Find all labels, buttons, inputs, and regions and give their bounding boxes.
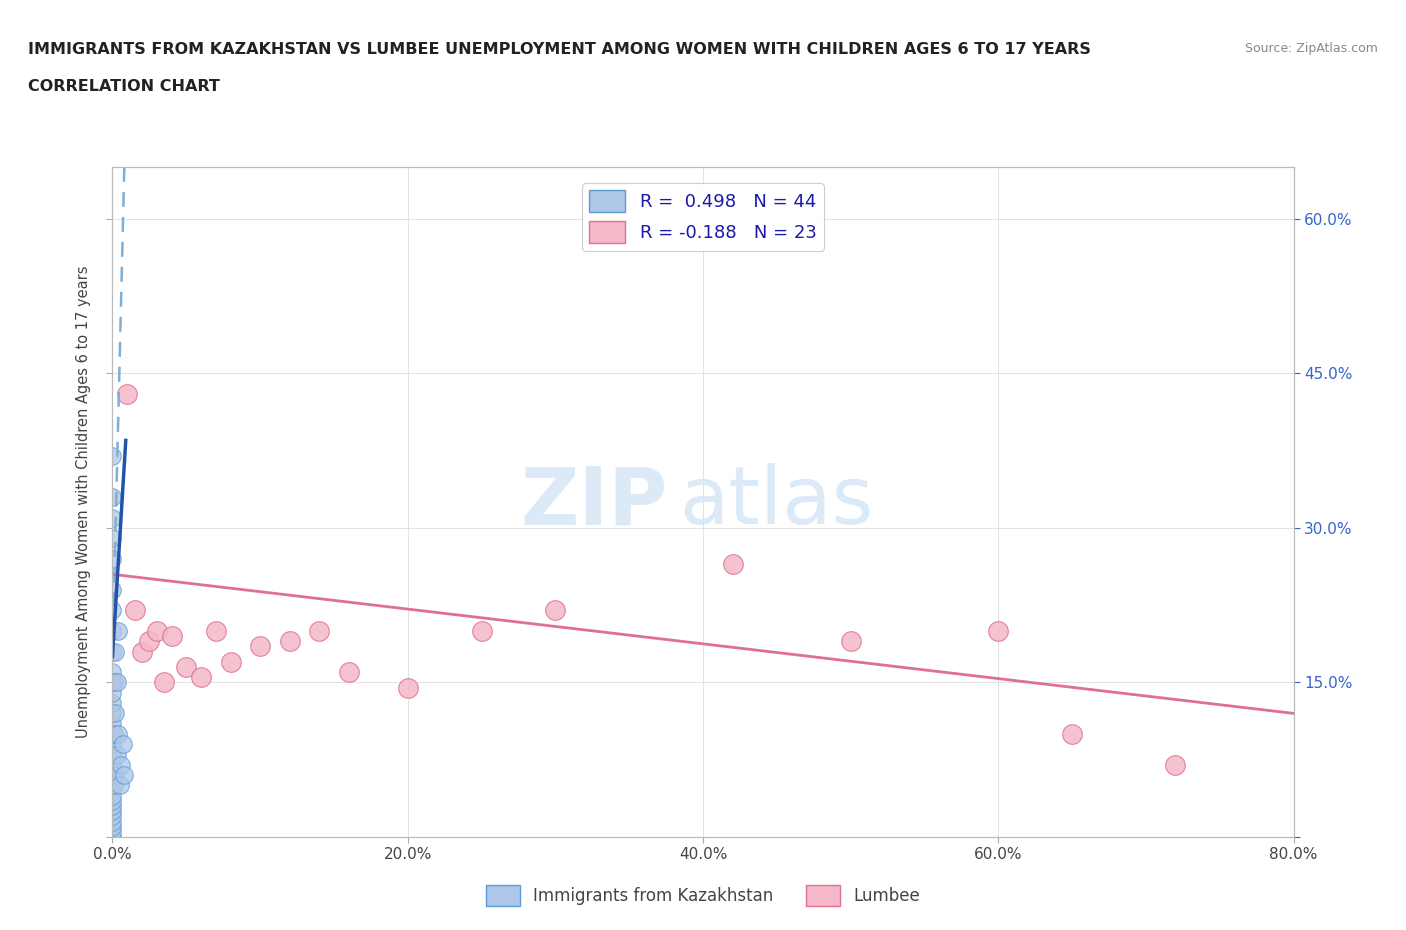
Text: IMMIGRANTS FROM KAZAKHSTAN VS LUMBEE UNEMPLOYMENT AMONG WOMEN WITH CHILDREN AGES: IMMIGRANTS FROM KAZAKHSTAN VS LUMBEE UNE… — [28, 42, 1091, 57]
Point — [544, 603, 567, 618]
Point — [104, 644, 127, 659]
Point — [101, 448, 124, 463]
Point — [101, 511, 124, 525]
Text: atlas: atlas — [679, 463, 873, 541]
Point — [131, 644, 153, 659]
Point — [249, 639, 271, 654]
Point — [110, 757, 132, 772]
Point — [105, 747, 128, 762]
Point — [101, 768, 124, 783]
Point — [107, 623, 129, 638]
Point — [117, 387, 138, 402]
Point — [160, 629, 183, 644]
Point — [101, 830, 124, 844]
Point — [101, 489, 124, 504]
Legend: R =  0.498   N = 44, R = -0.188   N = 23: R = 0.498 N = 44, R = -0.188 N = 23 — [582, 183, 824, 251]
Point — [101, 778, 124, 793]
Point — [101, 757, 124, 772]
Point — [138, 634, 160, 649]
Point — [112, 768, 135, 783]
Point — [101, 531, 124, 546]
Point — [1164, 757, 1187, 772]
Point — [308, 623, 330, 638]
Point — [146, 623, 169, 638]
Point — [190, 670, 212, 684]
Text: CORRELATION CHART: CORRELATION CHART — [28, 79, 219, 94]
Point — [101, 665, 124, 680]
Point — [107, 726, 129, 741]
Point — [101, 793, 124, 808]
Point — [278, 634, 301, 649]
Point — [104, 706, 127, 721]
Y-axis label: Unemployment Among Women with Children Ages 6 to 17 years: Unemployment Among Women with Children A… — [76, 266, 91, 738]
Point — [101, 696, 124, 711]
Point — [101, 623, 124, 638]
Point — [101, 789, 124, 804]
Point — [101, 726, 124, 741]
Point — [101, 551, 124, 566]
Point — [103, 726, 125, 741]
Point — [103, 675, 125, 690]
Point — [111, 737, 134, 751]
Point — [101, 603, 124, 618]
Point — [101, 747, 124, 762]
Point — [101, 706, 124, 721]
Text: Source: ZipAtlas.com: Source: ZipAtlas.com — [1244, 42, 1378, 55]
Point — [839, 634, 862, 649]
Point — [174, 659, 197, 674]
Point — [101, 814, 124, 829]
Point — [721, 556, 744, 571]
Point — [219, 655, 242, 670]
Point — [101, 809, 124, 824]
Point — [101, 685, 124, 700]
Point — [101, 582, 124, 597]
Point — [470, 623, 494, 638]
Point — [101, 675, 124, 690]
Point — [105, 675, 128, 690]
Point — [987, 623, 1010, 638]
Point — [101, 804, 124, 818]
Point — [101, 644, 124, 659]
Legend: Immigrants from Kazakhstan, Lumbee: Immigrants from Kazakhstan, Lumbee — [479, 879, 927, 912]
Point — [396, 680, 419, 695]
Point — [104, 768, 127, 783]
Point — [108, 778, 131, 793]
Point — [337, 665, 360, 680]
Text: ZIP: ZIP — [520, 463, 668, 541]
Point — [101, 737, 124, 751]
Point — [1062, 726, 1084, 741]
Point — [101, 799, 124, 814]
Point — [153, 675, 176, 690]
Point — [101, 824, 124, 839]
Point — [124, 603, 146, 618]
Point — [103, 778, 125, 793]
Point — [101, 716, 124, 731]
Point — [205, 623, 228, 638]
Point — [101, 819, 124, 834]
